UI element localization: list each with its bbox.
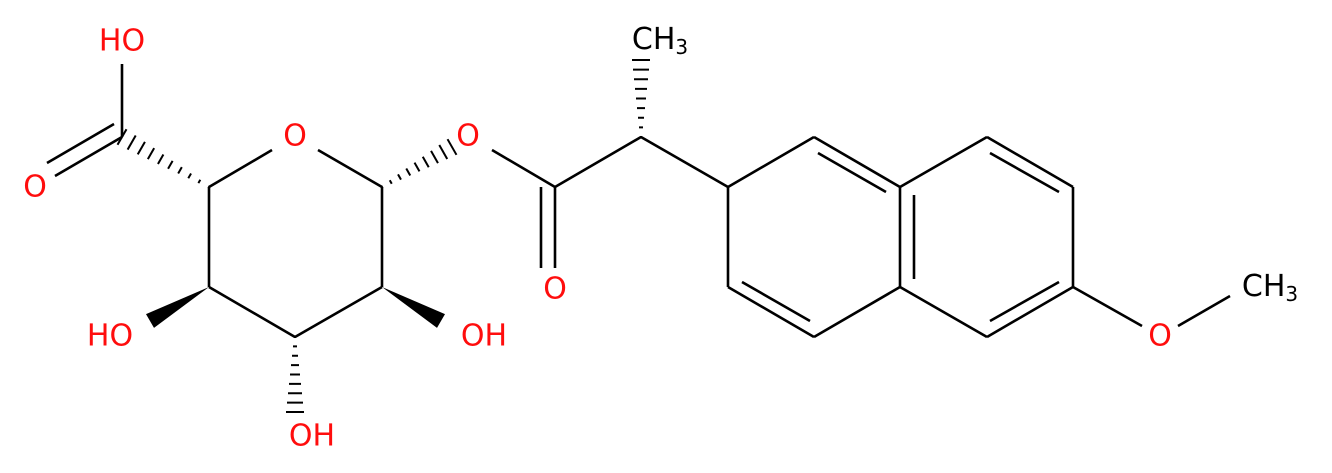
stereo-bond: [380, 185, 384, 189]
stereo-bond: [136, 141, 146, 155]
atom-label: O: [1148, 319, 1172, 354]
stereo-bond: [157, 154, 165, 165]
stereo-bond: [430, 150, 439, 164]
stereo-bond: [446, 138, 458, 156]
label-sub: 3: [1285, 282, 1298, 306]
atom-label: OH: [461, 319, 507, 354]
stereo-bond: [116, 128, 128, 146]
bonds: [46, 64, 1231, 339]
stereo-bond: [207, 185, 211, 189]
stereo-bond: [167, 160, 174, 170]
stereo-bonds: [116, 59, 650, 413]
stereo-bond: [146, 147, 156, 160]
label-main: CH: [632, 22, 676, 57]
label-main: CH: [1242, 269, 1286, 304]
atom-label: CH3: [632, 22, 688, 59]
atom-label: OH: [289, 419, 335, 454]
atom-label: O: [23, 170, 47, 205]
stereo-bond: [197, 179, 202, 184]
stereo-bond: [413, 162, 421, 172]
stereo-bond: [405, 168, 412, 176]
stereo-bond: [382, 287, 445, 328]
stereo-bond: [438, 144, 449, 160]
label-sub: 3: [675, 35, 688, 59]
atom-label: O: [456, 119, 480, 154]
stereo-bond: [187, 172, 192, 179]
atom-label: O: [283, 119, 307, 154]
stereo-bond: [126, 135, 137, 151]
atom-label: HO: [99, 24, 145, 59]
stereo-bond: [177, 166, 183, 175]
atom-label: HO: [87, 319, 133, 354]
atom-label: O: [543, 272, 567, 307]
stereo-bond: [397, 173, 402, 181]
stereo-bond: [421, 156, 430, 168]
atom-label: CH3: [1242, 269, 1298, 306]
stereo-bond: [388, 179, 393, 185]
stereo-bond: [146, 287, 209, 328]
